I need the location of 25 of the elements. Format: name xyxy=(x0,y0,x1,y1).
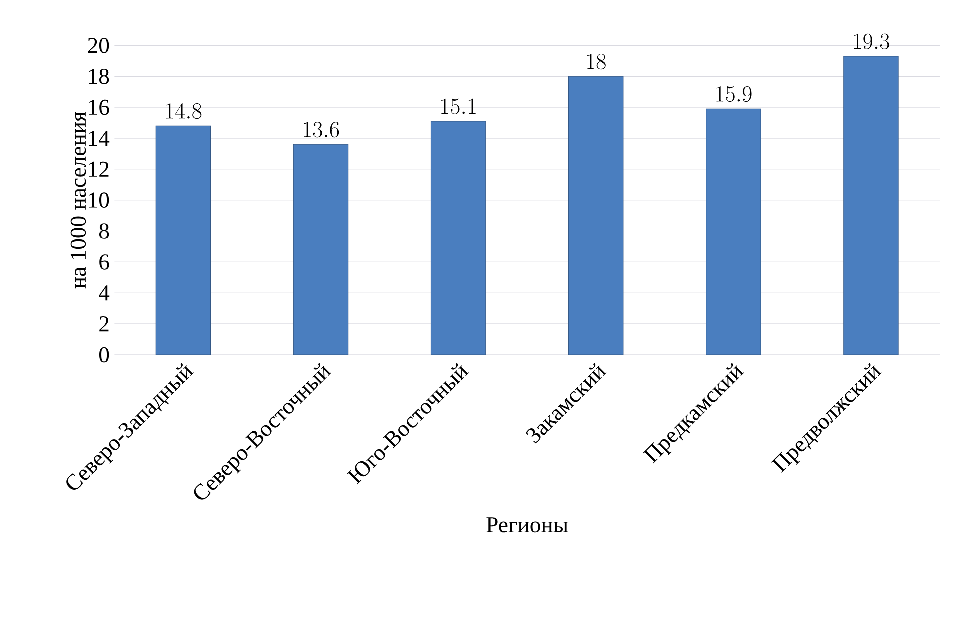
data-label: 19.3 xyxy=(854,34,890,50)
bar xyxy=(293,144,349,355)
y-tick-label: 0 xyxy=(99,347,110,363)
y-tick-label: 18 xyxy=(89,68,110,84)
bar xyxy=(568,76,624,355)
data-label: 15.9 xyxy=(716,86,752,102)
bar xyxy=(156,126,212,355)
y-tick-label: 8 xyxy=(99,224,110,239)
bar xyxy=(844,56,899,355)
y-tick-label: 14 xyxy=(89,130,110,146)
y-tick-label: 2 xyxy=(100,316,109,332)
data-label: 18 xyxy=(588,54,606,70)
y-tick-label: 10 xyxy=(89,192,110,208)
y-axis-title: на 1000 населения xyxy=(70,112,86,289)
x-axis-title: Регионы xyxy=(486,518,568,533)
y-tick-label: 4 xyxy=(99,286,110,301)
bar xyxy=(706,108,762,355)
data-label: 13.6 xyxy=(304,122,340,138)
y-tick-label: 20 xyxy=(88,38,110,54)
y-tick-label: 16 xyxy=(89,100,110,116)
data-label: 14.8 xyxy=(166,103,202,120)
data-label: 15. 1 xyxy=(442,98,476,114)
bar xyxy=(430,121,486,355)
y-tick-label: 12 xyxy=(89,162,109,177)
y-tick-label: 6 xyxy=(100,254,110,270)
